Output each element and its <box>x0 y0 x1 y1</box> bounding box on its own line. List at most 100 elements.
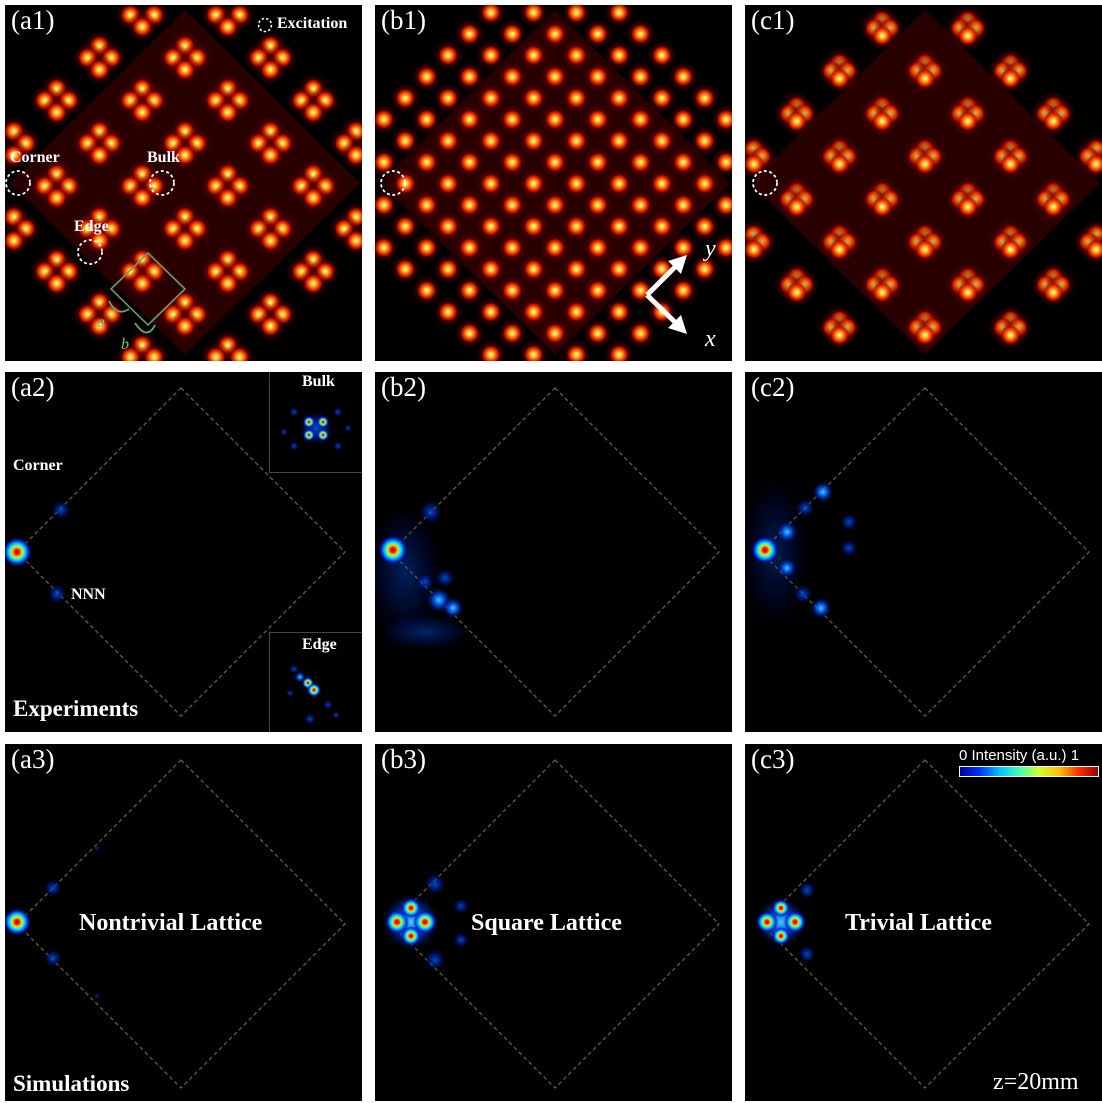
waveguide-spot <box>502 152 523 173</box>
trivial-lattice-title: Trivial Lattice <box>845 910 992 936</box>
waveguide-spot <box>89 145 110 166</box>
waveguide-spot <box>416 195 437 215</box>
waveguide-spot <box>609 45 630 66</box>
lattice-boundary <box>390 387 720 717</box>
waveguide-spot <box>630 195 651 215</box>
waveguide-spot <box>651 45 672 66</box>
waveguide-spot <box>872 196 893 217</box>
waveguide-spot <box>957 111 978 132</box>
waveguide-spot <box>523 45 544 66</box>
bulk-excitation-circle <box>149 170 175 196</box>
waveguide-spot <box>459 152 480 173</box>
waveguide-spot <box>651 216 672 237</box>
waveguide-spot <box>630 66 651 87</box>
waveguide-spot <box>566 344 587 361</box>
waveguide-spot <box>5 145 24 166</box>
waveguide-spot <box>416 109 437 130</box>
waveguide-spot <box>694 216 715 237</box>
panel-label-a3: (a3) <box>11 744 55 774</box>
waveguide-spot <box>1000 154 1021 174</box>
waveguide-spot <box>144 347 165 361</box>
waveguide-spot <box>438 45 459 66</box>
waveguide-spot <box>175 230 195 251</box>
waveguide-spot <box>651 88 672 109</box>
waveguide-spot <box>502 195 523 215</box>
waveguide-spot <box>1086 154 1102 174</box>
waveguide-spot <box>716 152 732 173</box>
waveguide-spot <box>566 216 587 237</box>
waveguide-spot <box>745 239 764 260</box>
waveguide-spot <box>416 152 437 173</box>
waveguide-spot <box>609 5 630 23</box>
waveguide-spot <box>175 59 195 80</box>
waveguide-spot <box>566 5 587 23</box>
waveguide-spot <box>303 187 324 208</box>
waveguide-spot <box>609 216 630 237</box>
waveguide-spot <box>395 88 416 109</box>
waveguide-spot <box>175 145 195 166</box>
waveguide-spot <box>438 173 459 194</box>
waveguide-spot <box>786 196 807 217</box>
waveguide-spot <box>587 280 608 301</box>
waveguide-spot <box>673 195 694 215</box>
corner-excitation-circle <box>5 170 31 196</box>
waveguide-spot <box>459 280 480 301</box>
waveguide-spot <box>829 325 850 346</box>
waveguide-spot <box>480 173 501 194</box>
bulk-site-label: Bulk <box>147 149 180 166</box>
lattice-boundary <box>16 387 346 717</box>
waveguide-spot <box>915 325 935 346</box>
unit-cell-outline <box>109 251 187 327</box>
lattice-boundary <box>760 387 1090 717</box>
waveguide-spot <box>217 102 238 123</box>
waveguide-spot <box>609 173 630 194</box>
lattice-background-glow <box>750 10 1100 355</box>
waveguide-spot <box>459 237 480 258</box>
waveguide-spot <box>587 23 608 44</box>
waveguide-spot <box>217 187 238 208</box>
waveguide-spot <box>260 145 281 166</box>
lattice-background-glow <box>10 10 360 355</box>
panel-c1: (c1) <box>745 5 1102 361</box>
lattice-boundary <box>16 759 346 1089</box>
bulk-inset-image <box>280 407 352 451</box>
square-lattice-title: Square Lattice <box>471 910 622 936</box>
panel-a1: (a1) Excitation Corner Bulk Edge a b <box>5 5 362 361</box>
waveguide-spot <box>217 273 238 294</box>
bulk-inset: Bulk <box>269 372 362 473</box>
waveguide-spot <box>745 154 764 174</box>
coupling-a-label: a <box>97 314 105 331</box>
waveguide-spot <box>609 130 630 151</box>
waveguide-spot <box>438 259 459 280</box>
waveguide-spot <box>716 195 732 215</box>
panel-c2: (c2) <box>745 372 1102 732</box>
waveguide-spot <box>175 316 195 337</box>
waveguide-spot <box>1043 196 1064 217</box>
simulations-row-title: Simulations <box>13 1071 130 1096</box>
waveguide-spot <box>673 237 694 258</box>
waveguide-spot <box>545 23 565 44</box>
waveguide-spot <box>375 152 394 173</box>
waveguide-spot <box>630 152 651 173</box>
waveguide-spot <box>375 109 394 130</box>
waveguide-spot <box>89 59 110 80</box>
waveguide-spot <box>346 145 362 166</box>
c1-annotations <box>752 170 778 196</box>
waveguide-spot <box>120 347 141 361</box>
waveguide-spot <box>716 237 732 258</box>
waveguide-spot <box>438 216 459 237</box>
waveguide-spot <box>523 259 544 280</box>
waveguide-spot <box>673 152 694 173</box>
waveguide-spot <box>587 323 608 344</box>
waveguide-spot <box>438 301 459 322</box>
waveguide-spot <box>651 173 672 194</box>
waveguide-spot <box>260 59 281 80</box>
edge-inset-image <box>286 664 340 725</box>
waveguide-spot <box>459 323 480 344</box>
lattice-background-glow <box>380 10 730 355</box>
experiments-row-title: Experiments <box>13 696 139 721</box>
waveguide-spot <box>1086 239 1102 260</box>
waveguide-spot <box>587 109 608 130</box>
waveguide-spot <box>480 301 501 322</box>
waveguide-spot <box>502 237 523 258</box>
